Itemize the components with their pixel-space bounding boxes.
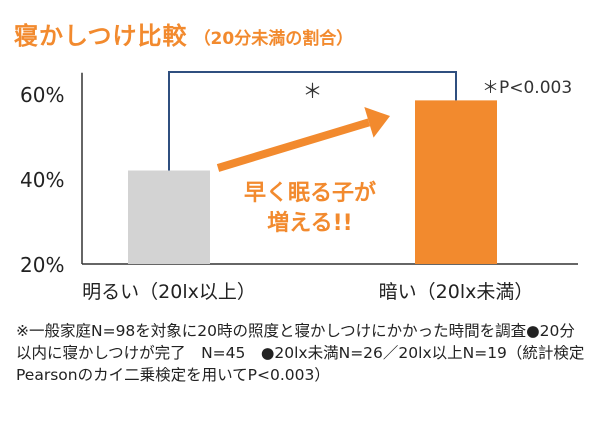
x-tick-label: 暗い（20lx未満） [379,281,534,303]
significance-mark: ＊ [303,79,323,103]
bar [415,100,497,264]
chart-title: 寝かしつけ比較 （20分未満の割合） [14,16,353,51]
chart-subtitle: （20分未満の割合） [193,29,354,49]
significance-bracket [168,71,457,171]
trend-arrow-shaft [216,118,371,172]
y-tick-label: 40% [20,168,64,192]
annotation-text: 増える!! [267,210,352,236]
trend-arrow-head [364,107,390,138]
annotation-text: 早く眠る子が [244,180,376,206]
bar [128,170,210,264]
x-tick-label: 明るい（20lx以上） [82,281,256,303]
footnote: ※一般家庭N=98を対象に20時の照度と寝かしつけにかかった時間を調査●20分以… [16,322,600,384]
y-tick-label: 60% [20,83,64,107]
chart-title-main: 寝かしつけ比較 [14,22,188,50]
bar-chart: 20% 40% 60% 明るい（20lx以上） 暗い（20lx未満） ＊ ＊P<0.003 早… [20,71,578,303]
significance-note: ＊P<0.003 [482,78,572,98]
y-tick-label: 20% [20,253,64,277]
